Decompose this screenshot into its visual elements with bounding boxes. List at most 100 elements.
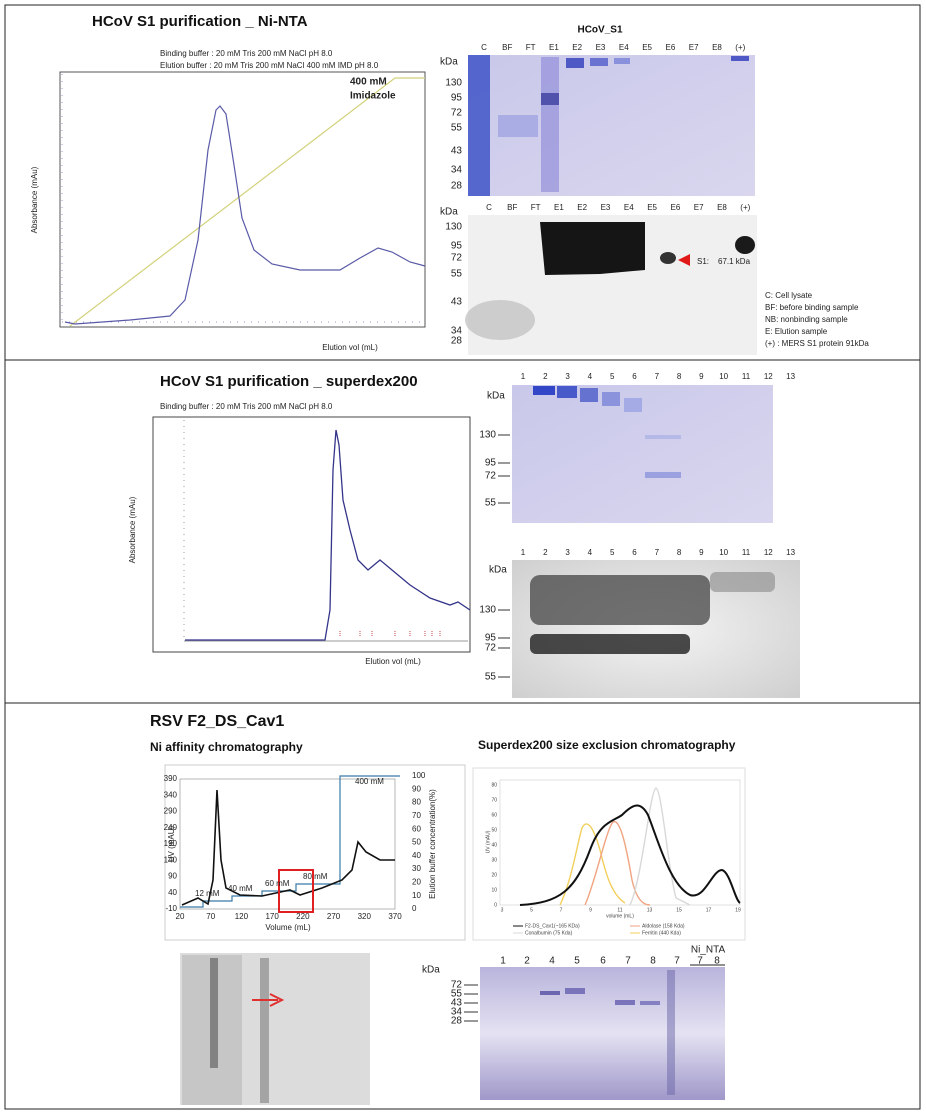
gel-lane [210, 958, 218, 1068]
blot-smear [465, 300, 535, 340]
gel-lane [468, 55, 490, 196]
gel-band [557, 386, 577, 398]
lane-label: E6 [666, 43, 676, 52]
x-axis-label: Elution vol (mL) [365, 657, 421, 666]
y-tick-label: -10 [165, 904, 177, 913]
size-marker: 34 [451, 326, 463, 337]
panel-title: HCoV S1 purification _ Ni-NTA [92, 13, 308, 30]
lane-label: 13 [786, 548, 795, 557]
lane-label: E4 [624, 203, 634, 212]
ferritin-curve [559, 823, 626, 906]
legend-entry: C: Cell lysate [765, 291, 813, 300]
y-axis-label: Absorbance (mAu) [128, 496, 137, 563]
band-label: 67.1 kDa [718, 257, 751, 266]
lane-label: 10 [719, 372, 728, 381]
unit-label: kDa [440, 207, 458, 218]
y-tick-label: 190 [164, 839, 178, 848]
lane-label: 10 [719, 548, 728, 557]
subtitle: Superdex200 size exclusion chromatograph… [478, 738, 736, 752]
y2-tick-label: 80 [412, 798, 421, 807]
lane-label: 1 [500, 956, 506, 967]
y2-tick-label: 60 [412, 824, 421, 833]
blot-band [660, 252, 676, 264]
y-tick-label: 340 [164, 790, 178, 799]
marker-lane [260, 958, 269, 1103]
x-axis-label: Volume (mL) [265, 923, 311, 932]
lane-label: E5 [642, 43, 652, 52]
lane-label: E6 [671, 203, 681, 212]
lane-label: 1 [521, 372, 526, 381]
aldolase-curve [584, 821, 651, 906]
y-tick-label: 10 [491, 887, 497, 893]
absorbance-curve [64, 105, 426, 325]
step-label: 400 mM [355, 777, 384, 786]
gel-band [541, 93, 559, 105]
lane-label: E3 [601, 203, 611, 212]
legend-entry: BF: before binding sample [765, 303, 859, 312]
legend-entry: Ferritin (440 Kda) [642, 930, 681, 936]
chart-frame [472, 767, 746, 941]
y2-tick-label: 90 [412, 784, 421, 793]
size-marker: 130 [445, 222, 462, 233]
y-tick-label: 40 [491, 842, 497, 848]
lane-label: 2 [543, 548, 548, 557]
lane-label: 7 [655, 548, 660, 557]
y2-tick-label: 100 [412, 771, 426, 780]
y-tick-label: 90 [168, 872, 177, 881]
lane-label: 5 [610, 548, 615, 557]
size-marker: 55 [485, 672, 497, 683]
gel-band [566, 58, 584, 68]
sample-curve [519, 804, 741, 906]
lane-label: 8 [714, 956, 720, 967]
outer-border [4, 4, 921, 1110]
size-marker: 72 [485, 643, 497, 654]
lane-label: E2 [577, 203, 587, 212]
legend-entry: Conalbumin (75 Kda) [525, 930, 573, 936]
y2-tick-label: 20 [412, 878, 421, 887]
gel-band [645, 472, 681, 478]
size-marker: 34 [451, 165, 463, 176]
gel-lane [541, 57, 559, 192]
lane-label: 4 [549, 956, 555, 967]
uv-curve [181, 789, 395, 906]
size-marker: 55 [451, 123, 463, 134]
y2-axis-label: Elution buffer concentration(%) [428, 789, 437, 899]
size-marker: 43 [451, 998, 463, 1009]
marker-lane [667, 970, 675, 1095]
x-tick-label: 19 [735, 907, 741, 913]
size-marker: 95 [485, 458, 497, 469]
lane-group-label: Ni_NTA [691, 945, 726, 956]
absorbance-curve [185, 429, 471, 641]
size-marker: 55 [451, 269, 463, 280]
size-marker: 72 [451, 253, 463, 264]
gel-band [498, 115, 538, 137]
gel-band [533, 386, 555, 395]
lane-label: 4 [588, 372, 593, 381]
y-tick-label: 240 [164, 823, 178, 832]
chromatogram-frame [59, 71, 426, 328]
lane-label: 8 [677, 548, 682, 557]
y-tick-label: 390 [164, 774, 178, 783]
size-marker: 55 [485, 498, 497, 509]
legend-entry: Aldolase (158 Kda) [642, 923, 685, 929]
size-marker: 72 [485, 471, 497, 482]
y-tick-label: 0 [494, 902, 497, 908]
x-tick-label: 9 [589, 907, 592, 913]
lane-label: 7 [655, 372, 660, 381]
size-marker: 95 [451, 241, 463, 252]
y-tick-label: 70 [491, 797, 497, 803]
blot-band [710, 572, 775, 592]
blot-band [540, 222, 645, 275]
blot-band [530, 634, 690, 654]
y2-tick-label: 30 [412, 864, 421, 873]
lane-label: 4 [588, 548, 593, 557]
x-tick-label: 370 [388, 912, 402, 921]
x-tick-label: 270 [327, 912, 341, 921]
lane-label: E8 [717, 203, 727, 212]
x-tick-label: 320 [358, 912, 372, 921]
lane-label: 11 [742, 548, 751, 557]
gel-band [614, 58, 630, 64]
lane-label: BF [502, 43, 512, 52]
size-marker: 72 [451, 108, 463, 119]
band-label: S1: [697, 257, 709, 266]
